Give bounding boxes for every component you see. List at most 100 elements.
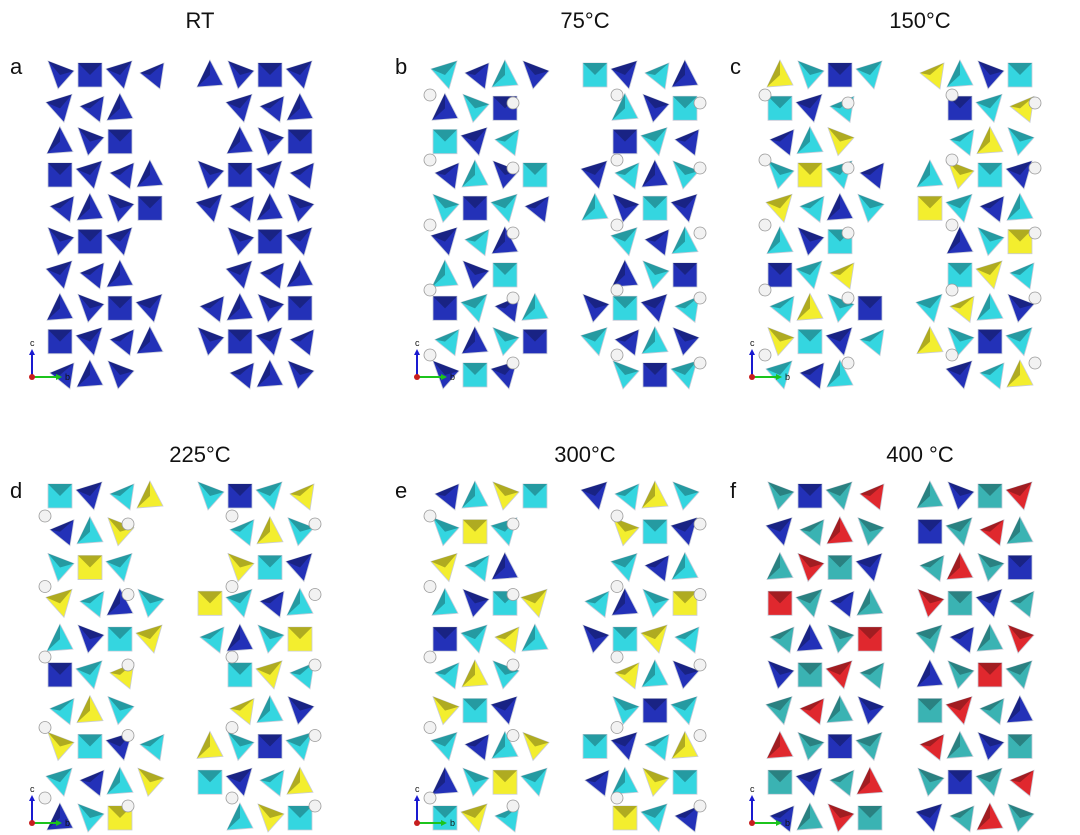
polyhedron-facet [463,589,489,604]
polyhedron-facet [46,94,72,109]
polyhedron [919,62,945,90]
polyhedron-facet [80,591,104,604]
polyhedron-facet [613,627,637,640]
polyhedron-facet [140,63,164,75]
polyhedron-facet [107,767,120,795]
cation-sphere [610,348,624,362]
polyhedron-facet [980,363,1004,375]
polyhedron-facet [48,553,74,568]
polyhedron-facet [858,806,882,818]
polyhedron-facet [78,127,104,142]
polyhedron-facet [860,484,884,496]
cation-sphere [121,517,135,531]
axis-b-arrowhead [56,820,62,826]
polyhedron-facet [976,94,1002,109]
polyhedron-facet [1008,63,1032,75]
cation-sphere [758,283,772,297]
polyhedron-facet [948,263,972,275]
polyhedron-facet [828,734,852,747]
polyhedron-facet [770,806,794,818]
polyhedron-facet [797,293,810,321]
polyhedron-facet [110,329,134,342]
cation-sphere [610,791,624,805]
polyhedron-facet [675,129,699,142]
polyhedron [799,195,825,224]
axis-label-c: c [750,784,755,794]
polyhedron-facet [492,552,505,580]
axis-label-b: b [785,372,790,382]
polyhedron-facet [948,482,974,496]
polyhedron-facet [583,734,607,747]
polyhedron-facet [798,227,824,242]
polyhedron-facet [976,768,1002,783]
polyhedron-facet [611,61,637,75]
polyhedron [199,626,225,654]
cation-sphere [841,291,855,305]
polyhedron-facet [290,662,314,675]
axis-label-b: b [450,818,455,828]
polyhedron [259,590,285,619]
polyhedron-facet [1010,96,1034,109]
polyhedron-facet [645,734,669,747]
polyhedron-facet [48,163,72,175]
axis-b-arrowhead [56,374,62,380]
axis-origin [414,820,420,826]
polyhedron-facet [226,94,252,109]
polyhedron-facet [948,327,974,342]
polyhedron-facet [257,193,270,221]
polyhedron [919,733,945,762]
polyhedron-facet [768,482,794,496]
polyhedron [829,769,855,797]
polyhedron [644,554,670,583]
polyhedron [464,554,490,583]
polyhedron-facet [766,696,792,711]
polyhedron [109,162,135,190]
polyhedron-facet [433,296,457,309]
polyhedron-facet [828,63,852,75]
polyhedron-facet [522,624,535,652]
axis-label-c: c [415,784,420,794]
cation-sphere [610,580,624,593]
axis-c-arrowhead [749,349,755,355]
polyhedron-facet [1006,327,1032,342]
polyhedron-facet [918,196,942,209]
cation-sphere [38,721,52,734]
panel-letter-c: c [730,54,741,79]
polyhedron-facet [493,482,519,496]
cation-sphere [506,517,520,531]
panel-title-a: RT [185,8,215,33]
polyhedron-facet [798,662,822,675]
polyhedron-facet [257,695,270,723]
polyhedron-facet [1008,804,1034,818]
polyhedron-facet [916,804,942,818]
polyhedron-facet [78,555,102,568]
panel-title-b: 75°C [560,8,610,33]
polyhedron-facet [228,732,254,747]
cation-sphere [308,588,322,601]
polyhedron-facet [1010,263,1034,275]
cation-sphere [225,650,239,664]
polyhedron-facet [642,326,655,354]
polyhedron-facet [976,261,1002,275]
polyhedron-facet [286,61,312,75]
polyhedron-facet [432,93,445,121]
polyhedron-facet [916,625,942,640]
polyhedron-facet [492,226,505,254]
polyhedron [644,733,670,762]
polyhedron [769,295,795,324]
polyhedron-facet [110,163,134,175]
panel-title-d: 225°C [169,442,231,467]
polyhedron-facet [672,226,685,254]
polyhedron-facet [917,481,930,508]
polyhedron-facet [948,660,974,675]
polyhedron-facet [950,296,974,309]
polyhedron-facet [917,326,930,354]
polyhedron [259,95,285,124]
polyhedron-facet [947,731,960,759]
polyhedron-facet [946,517,972,532]
panel-title-e: 300°C [554,442,616,467]
polyhedron [464,733,490,762]
polyhedron-facet [613,296,637,309]
polyhedron-facet [643,698,667,711]
